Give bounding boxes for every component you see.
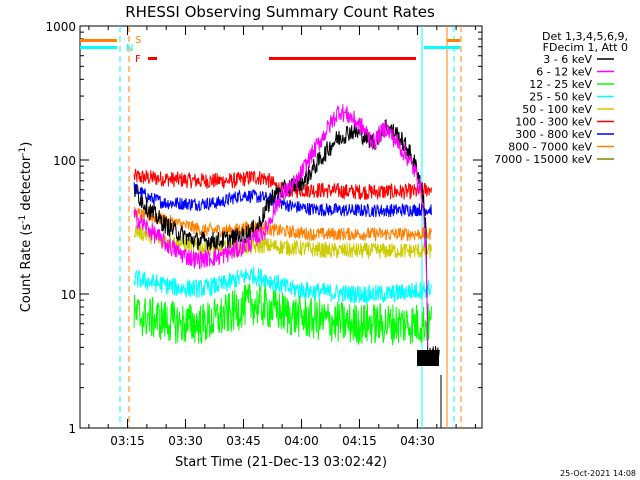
legend-entry-label: 25 - 50 keV — [529, 91, 592, 104]
flag-n-bar-right — [424, 46, 460, 49]
flag-n-label: N — [126, 43, 133, 54]
legend-entry-label: 800 - 7000 keV — [508, 141, 592, 154]
series-line-5 — [133, 283, 432, 346]
x-axis-label: Start Time (21-Dec-13 03:02:42) — [175, 455, 387, 470]
flag-s-label: S — [135, 35, 141, 46]
y-tick-label: 1000 — [45, 20, 76, 34]
y-tick-label: 1 — [68, 422, 76, 436]
series-line-1 — [133, 182, 432, 218]
axis-ticks — [80, 26, 482, 429]
y-axis-label: Count Rate (s-1 detector-1) — [18, 142, 34, 313]
time-markers — [119, 26, 462, 428]
flag-s-bar-right — [447, 39, 460, 42]
legend-entry-label: 3 - 6 keV — [543, 53, 592, 66]
x-tick-label: 03:45 — [226, 434, 261, 448]
legend-entry-label: 6 - 12 keV — [536, 66, 592, 79]
x-tick-label: 04:15 — [342, 434, 377, 448]
y-tick-label: 10 — [61, 288, 76, 302]
flag-f-bar-short — [148, 57, 157, 60]
series-line-4 — [133, 266, 432, 305]
x-tick-label: 04:00 — [284, 434, 319, 448]
series-line-7 — [133, 104, 429, 346]
legend-header-1: Det 1,3,4,5,6,9, — [542, 30, 628, 43]
legend-entry-label: 100 - 300 keV — [515, 116, 592, 129]
y-tick-label: 100 — [53, 154, 76, 168]
flag-n-bar-left — [80, 46, 117, 49]
legend-header-2: FDecim 1, Att 0 — [543, 41, 628, 54]
chart-title: RHESSI Observing Summary Count Rates — [125, 3, 435, 21]
series-layer — [133, 104, 440, 364]
legend-entry-label: 50 - 100 keV — [522, 103, 592, 116]
legend-entry-label: 300 - 800 keV — [515, 128, 592, 141]
generation-timestamp: 25-Oct-2021 14:08 — [560, 469, 636, 478]
x-tick-labels: 03:15 03:30 03:45 04:00 04:15 04:30 — [110, 434, 434, 448]
flag-f-bar-long — [269, 57, 416, 60]
x-tick-label: 04:30 — [400, 434, 435, 448]
x-tick-label: 03:30 — [168, 434, 203, 448]
legend: Det 1,3,4,5,6,9, FDecim 1, Att 0 3 - 6 k… — [494, 30, 628, 166]
x-tick-label: 03:15 — [110, 434, 145, 448]
series-line-2 — [133, 206, 432, 243]
flag-f-label: F — [135, 54, 141, 65]
low-count-block — [417, 350, 439, 366]
legend-entry-label: 7000 - 15000 keV — [494, 153, 592, 166]
legend-entry-label: 12 - 25 keV — [529, 78, 592, 91]
y-tick-labels: 1 10 100 1000 — [45, 20, 76, 436]
series-line-3 — [133, 224, 432, 260]
flag-s-bar-left — [80, 39, 117, 42]
flag-bars: S N F — [80, 35, 460, 65]
plot-area — [79, 25, 483, 429]
